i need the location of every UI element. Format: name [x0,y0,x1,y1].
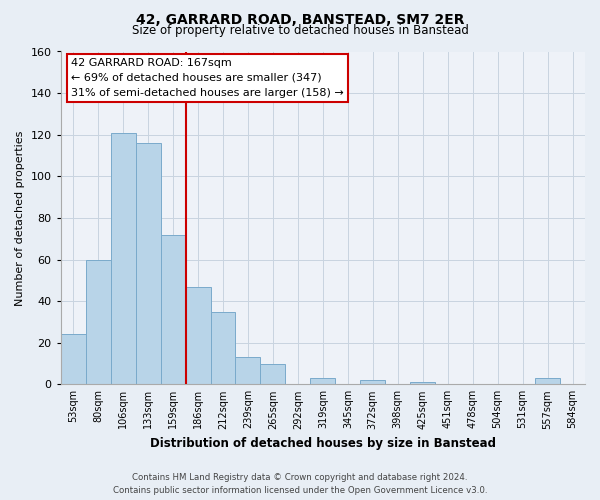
Bar [86,260,110,384]
Bar [211,312,235,384]
Bar [535,378,560,384]
Bar [110,132,136,384]
Bar [235,358,260,384]
Text: Contains HM Land Registry data © Crown copyright and database right 2024.
Contai: Contains HM Land Registry data © Crown c… [113,473,487,495]
Text: 42, GARRARD ROAD, BANSTEAD, SM7 2ER: 42, GARRARD ROAD, BANSTEAD, SM7 2ER [136,12,464,26]
X-axis label: Distribution of detached houses by size in Banstead: Distribution of detached houses by size … [150,437,496,450]
Bar [361,380,385,384]
Bar [410,382,435,384]
Bar [61,334,86,384]
Y-axis label: Number of detached properties: Number of detached properties [15,130,25,306]
Bar [260,364,286,384]
Bar [185,286,211,384]
Bar [310,378,335,384]
Bar [161,234,185,384]
Bar [136,143,161,384]
Text: Size of property relative to detached houses in Banstead: Size of property relative to detached ho… [131,24,469,37]
Text: 42 GARRARD ROAD: 167sqm
← 69% of detached houses are smaller (347)
31% of semi-d: 42 GARRARD ROAD: 167sqm ← 69% of detache… [71,58,344,98]
